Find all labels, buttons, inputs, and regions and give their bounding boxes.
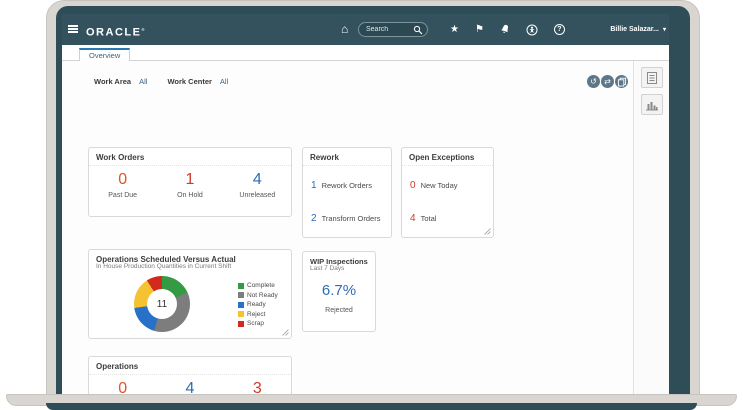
card-title: Rework [303, 148, 391, 166]
card-rework: Rework 1 Rework Orders 2 Transform Order… [302, 147, 392, 238]
search-input[interactable] [366, 26, 413, 33]
metric-value-link[interactable]: 4 [252, 171, 262, 188]
donut-chart-wrap: 11 [134, 276, 190, 332]
metric-on-hold: 1 On Hold [156, 171, 223, 199]
card-title: WIP Inspections [310, 257, 368, 266]
tab-bar: Overview [62, 45, 669, 62]
metric-value-link[interactable]: 4 [410, 213, 416, 224]
help-icon[interactable]: ? [553, 24, 565, 35]
card-open-exceptions: Open Exceptions 0 New Today 4 Total [401, 147, 494, 238]
card-title: Operations [89, 357, 291, 375]
tab-overview[interactable]: Overview [79, 48, 131, 62]
work-center-filter[interactable]: All [219, 77, 229, 86]
chevron-down-icon: ▾ [662, 27, 666, 33]
refresh-button[interactable]: ↺ [587, 75, 600, 88]
metric-value-link[interactable]: 0 [118, 171, 128, 188]
user-menu[interactable]: Billie Salazar... ▾ [610, 14, 666, 45]
rework-orders-row: 1 Rework Orders [303, 180, 391, 191]
card-wip-inspections: WIP Inspections Last 7 Days 6.7% Rejecte… [302, 251, 376, 332]
filter-row: Work Area All Work Center All [94, 77, 240, 86]
registered-mark: ® [141, 27, 145, 32]
metric-label: Unreleased [239, 192, 276, 199]
search-box[interactable] [358, 22, 428, 37]
legend-item: Reject [238, 311, 278, 318]
total-row: 4 Total [402, 213, 493, 224]
transform-orders-row: 2 Transform Orders [303, 213, 391, 224]
legend-swatch [238, 311, 244, 317]
card-operations: Operations 0 Past Due 4 Ready 3 Reject [88, 356, 292, 394]
metric-label: Transform Orders [321, 214, 381, 223]
laptop-base-lip [46, 403, 697, 410]
metric-label: New Today [420, 181, 458, 190]
metric-value-link[interactable]: 0 [410, 180, 416, 191]
search-icon[interactable] [413, 25, 423, 35]
dashboard-content: Work Area All Work Center All ↺ ⇄ Work O… [62, 61, 669, 394]
legend-item: Ready [238, 301, 278, 308]
notifications-bell-icon[interactable] [498, 23, 511, 37]
metric-value-link[interactable]: 1 [185, 171, 195, 188]
donut-center-total: 11 [147, 289, 177, 319]
card-title: Work Orders [89, 148, 291, 166]
card-title: Open Exceptions [402, 148, 493, 166]
page-toolbar: ↺ ⇄ [587, 75, 628, 88]
metric-label: Rework Orders [321, 181, 372, 190]
work-area-filter[interactable]: All [139, 77, 148, 86]
metric-reject: 3 Reject [224, 380, 291, 394]
oracle-logo: ORACLE® [86, 26, 145, 39]
app-header: ORACLE® ⌂ ★ ⚑ ? Billie Salazar... ▾ [62, 14, 669, 45]
app-screen: ORACLE® ⌂ ★ ⚑ ? Billie Salazar... ▾ Over… [62, 14, 669, 394]
legend-item: Not Ready [238, 292, 278, 299]
wip-rejected-label: Rejected [325, 307, 353, 314]
metric-unreleased: 4 Unreleased [224, 171, 291, 199]
header-icon-row: ★ ⚑ ? [450, 14, 565, 45]
pages-icon [617, 77, 626, 86]
card-work-orders: Work Orders 0 Past Due 1 On Hold 4 Unrel… [88, 147, 292, 217]
legend-swatch [238, 320, 244, 327]
metric-past-due: 0 Past Due [89, 171, 156, 199]
resize-handle-icon[interactable] [484, 228, 491, 235]
wip-rejected-value-link[interactable]: 6.7% [321, 282, 357, 299]
watchlist-flag-icon[interactable]: ⚑ [474, 23, 484, 35]
metric-ready: 4 Ready [156, 380, 223, 394]
new-today-row: 0 New Today [402, 180, 493, 191]
pages-button[interactable] [615, 75, 628, 88]
document-icon [646, 71, 657, 84]
metric-value-link[interactable]: 4 [185, 380, 195, 394]
home-icon[interactable]: ⌂ [341, 22, 349, 36]
chart-legend: Complete Not Ready Ready Reject Scrap [238, 282, 278, 330]
card-subtitle: In House Production Quantities in Curren… [96, 263, 232, 270]
legend-swatch [238, 292, 244, 298]
legend-item: Scrap [238, 320, 278, 327]
metric-value-link[interactable]: 2 [311, 213, 317, 224]
metric-label: On Hold [177, 192, 203, 199]
sync-button[interactable]: ⇄ [601, 75, 614, 88]
card-title: Operations Scheduled Versus Actual [96, 255, 236, 264]
legend-item: Complete [238, 282, 278, 289]
card-operations-scheduled: Operations Scheduled Versus Actual In Ho… [88, 249, 292, 339]
metric-label: Total [420, 214, 437, 223]
metric-label: Past Due [108, 192, 138, 199]
metric-value-link[interactable]: 1 [311, 180, 317, 191]
work-center-label: Work Center [167, 77, 212, 86]
work-area-label: Work Area [94, 77, 132, 86]
right-icon-rail [633, 61, 669, 394]
legend-swatch [238, 301, 244, 308]
card-subtitle: Last 7 Days [310, 265, 345, 272]
legend-swatch [238, 282, 244, 289]
favorites-star-icon[interactable]: ★ [450, 23, 459, 35]
accessibility-icon[interactable] [526, 24, 538, 36]
metric-value-link[interactable]: 0 [118, 380, 128, 394]
bar-chart-icon [645, 101, 658, 110]
hamburger-menu-icon[interactable] [68, 25, 78, 34]
metric-past-due: 0 Past Due [89, 380, 156, 394]
user-name: Billie Salazar... [610, 26, 659, 33]
metric-value-link[interactable]: 3 [252, 380, 262, 394]
chart-view-button[interactable] [640, 94, 663, 115]
report-view-button[interactable] [640, 67, 663, 88]
resize-handle-icon[interactable] [282, 329, 289, 336]
